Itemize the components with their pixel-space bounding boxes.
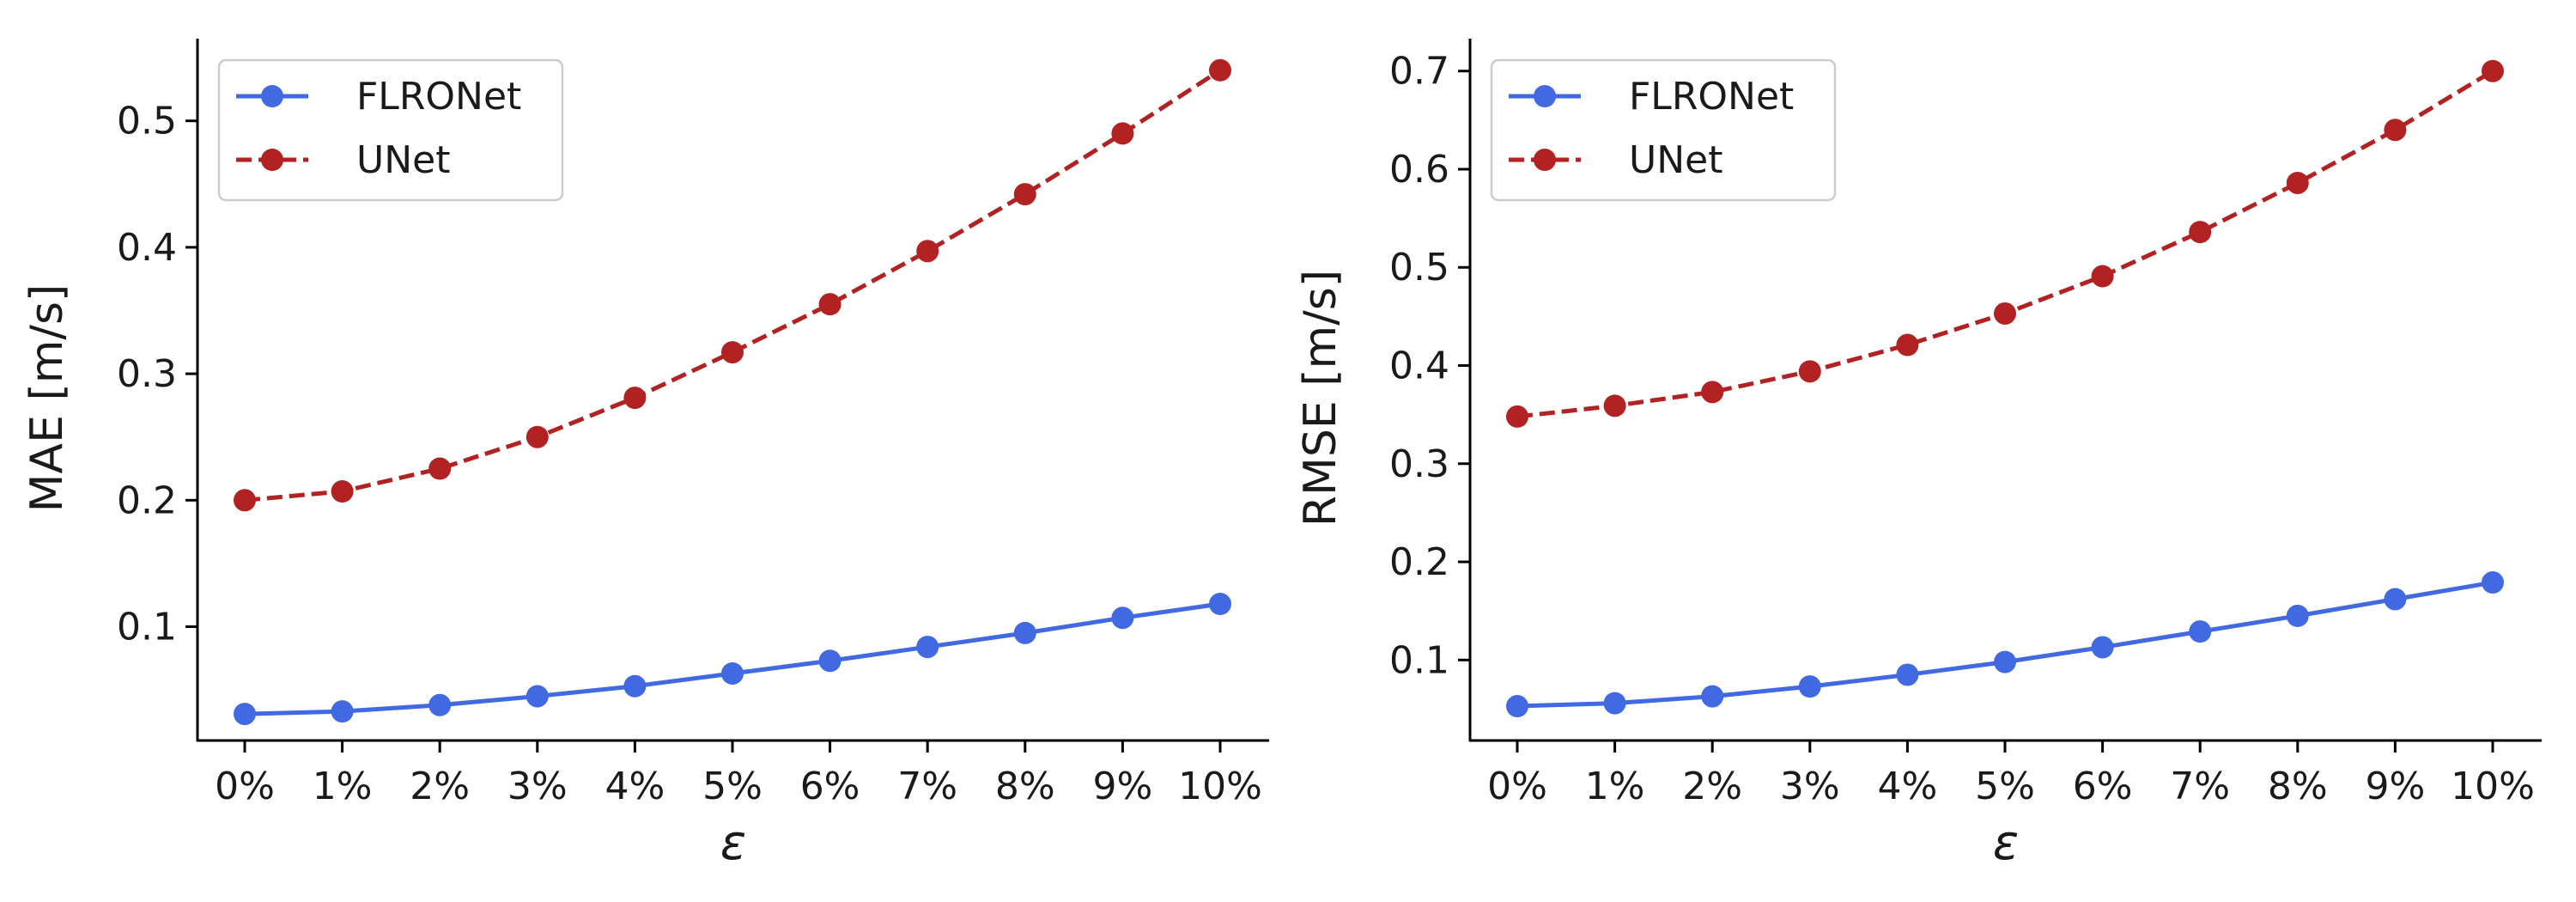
data-point-flronet xyxy=(2286,604,2309,627)
data-point-flronet xyxy=(1603,692,1626,715)
x-tick-label: 5% xyxy=(702,765,762,808)
data-point-flronet xyxy=(721,661,744,685)
x-tick-label: 1% xyxy=(1585,765,1645,808)
y-tick-label: 0.2 xyxy=(117,478,177,522)
y-tick-label: 0.4 xyxy=(117,226,177,270)
x-tick-label: 7% xyxy=(2170,765,2230,808)
x-axis-label: ε xyxy=(1993,815,2019,871)
x-tick-label: 2% xyxy=(1682,765,1742,808)
legend-marker-flronet xyxy=(261,85,283,107)
legend-label-unet: UNet xyxy=(356,138,450,182)
data-point-flronet xyxy=(2091,636,2114,659)
data-point-unet xyxy=(1994,302,2016,325)
y-axis-label: RMSE [m/s] xyxy=(1295,270,1346,527)
data-point-unet xyxy=(526,425,549,448)
x-tick-label: 4% xyxy=(605,765,665,808)
data-point-flronet xyxy=(2384,588,2407,611)
data-point-unet xyxy=(1013,183,1036,206)
data-point-flronet xyxy=(331,700,354,723)
legend-label-flronet: FLRONet xyxy=(1629,75,1794,119)
data-point-flronet xyxy=(623,674,647,698)
data-point-unet xyxy=(2091,265,2114,288)
legend-label-unet: UNet xyxy=(1629,138,1722,182)
x-tick-label: 10% xyxy=(1178,765,1262,808)
series-line-unet xyxy=(244,68,1222,503)
data-point-unet xyxy=(2189,221,2212,244)
data-point-unet xyxy=(1111,122,1134,145)
data-point-unet xyxy=(623,387,647,410)
data-point-flronet xyxy=(2189,620,2212,643)
data-point-flronet xyxy=(1701,685,1724,708)
data-point-unet xyxy=(234,489,256,512)
y-tick-label: 0.7 xyxy=(1389,50,1449,94)
legend: FLRONet UNet xyxy=(217,58,564,202)
x-tick-label: 8% xyxy=(2268,765,2328,808)
data-point-flronet xyxy=(526,685,549,708)
data-point-flronet xyxy=(1013,621,1036,644)
data-point-flronet xyxy=(428,693,452,716)
data-point-flronet xyxy=(1798,675,1821,698)
data-point-unet xyxy=(1798,360,1821,383)
x-tick-label: 9% xyxy=(1092,765,1152,808)
x-tick-label: 7% xyxy=(897,765,957,808)
data-point-unet xyxy=(428,457,452,480)
data-point-unet xyxy=(2482,59,2504,82)
x-tick-label: 8% xyxy=(995,765,1055,808)
data-point-unet xyxy=(1701,381,1724,404)
data-point-flronet xyxy=(1209,593,1231,616)
data-point-unet xyxy=(331,480,354,503)
legend-label-flronet: FLRONet xyxy=(356,75,521,119)
data-point-unet xyxy=(1506,405,1528,428)
y-tick-label: 0.5 xyxy=(1389,246,1449,289)
data-point-flronet xyxy=(916,636,939,659)
data-point-unet xyxy=(2286,171,2309,194)
y-tick-label: 0.4 xyxy=(1389,344,1449,388)
data-point-unet xyxy=(916,240,939,263)
chart-panel-1: 0% 1% 2% 3% 4% 5% 6% 7% 8% 9% 10% 0.1 0.2 0.3 0.4 0.5 ε M… xyxy=(21,39,1269,871)
data-point-flronet xyxy=(818,649,841,673)
y-axis-label: MAE [m/s] xyxy=(21,284,73,513)
x-tick-label: 6% xyxy=(800,765,860,808)
x-tick-label: 4% xyxy=(1877,765,1937,808)
y-tick-label: 0.2 xyxy=(1389,540,1449,584)
y-tick-label: 0.3 xyxy=(117,352,177,396)
y-tick-label: 0.5 xyxy=(117,100,177,143)
x-tick-label: 0% xyxy=(1487,765,1547,808)
x-tick-label: 5% xyxy=(1975,765,2035,808)
x-tick-label: 2% xyxy=(410,765,470,808)
series-line-flronet xyxy=(244,601,1221,716)
x-axis-label: ε xyxy=(720,815,746,871)
data-point-flronet xyxy=(1111,606,1134,630)
data-point-unet xyxy=(818,293,841,316)
chart-panel-2: 0% 1% 2% 3% 4% 5% 6% 7% 8% 9% 10% 0.1 0.2 0.3 0.4 0.5 0.… xyxy=(1295,39,2542,871)
x-tick-label: 1% xyxy=(313,765,373,808)
data-point-unet xyxy=(1603,394,1626,417)
data-point-flronet xyxy=(1506,695,1528,718)
y-tick-label: 0.1 xyxy=(117,606,177,649)
series-line-flronet xyxy=(1516,580,2494,709)
legend-marker-flronet xyxy=(1534,85,1556,107)
x-tick-label: 3% xyxy=(1780,765,1840,808)
x-tick-label: 3% xyxy=(507,765,568,808)
data-point-unet xyxy=(1896,333,1919,357)
data-point-unet xyxy=(1209,58,1231,82)
legend-marker-unet xyxy=(1534,149,1556,171)
legend-marker-unet xyxy=(261,149,283,171)
data-point-unet xyxy=(721,341,744,364)
y-tick-label: 0.1 xyxy=(1389,638,1449,682)
x-tick-label: 9% xyxy=(2365,765,2425,808)
data-point-flronet xyxy=(1896,663,1919,686)
legend: FLRONet UNet xyxy=(1490,58,1837,202)
x-tick-label: 0% xyxy=(215,765,275,808)
data-point-flronet xyxy=(234,703,256,726)
x-tick-label: 10% xyxy=(2451,765,2535,808)
data-point-flronet xyxy=(1994,650,2016,673)
y-tick-label: 0.3 xyxy=(1389,442,1449,486)
x-tick-label: 6% xyxy=(2073,765,2133,808)
data-point-flronet xyxy=(2482,571,2504,594)
data-point-unet xyxy=(2384,119,2407,142)
y-tick-label: 0.6 xyxy=(1389,148,1449,192)
